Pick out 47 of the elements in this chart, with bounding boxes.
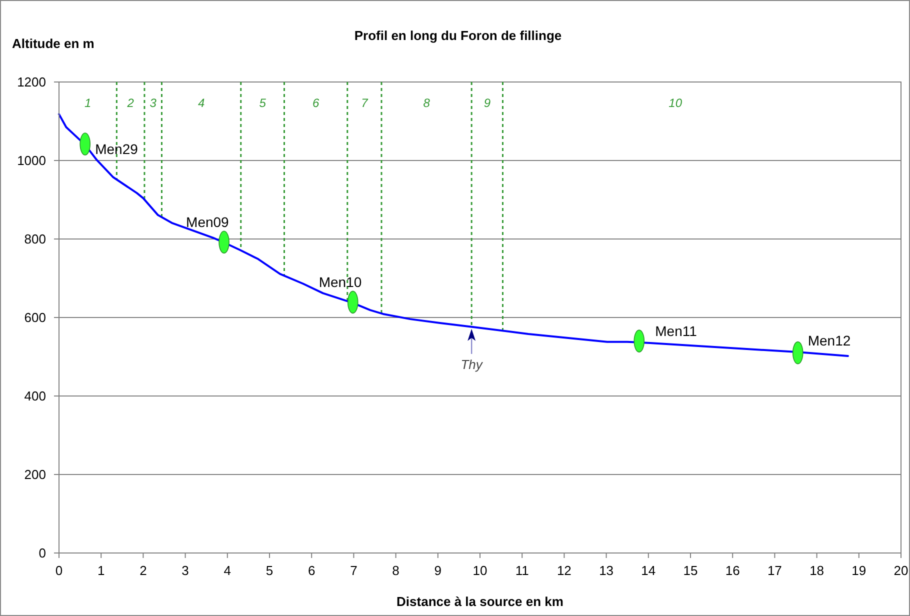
y-tick-label: 800 <box>24 232 46 247</box>
x-tick-label: 10 <box>472 563 488 578</box>
x-tick-label: 8 <box>392 563 400 578</box>
y-tick-label: 600 <box>24 310 46 326</box>
x-tick-label: 7 <box>350 563 358 578</box>
annotation: Men11 <box>655 322 698 339</box>
annotation: Men12 <box>808 332 851 349</box>
x-tick-label: 15 <box>683 563 698 578</box>
x-tick-label: 13 <box>599 563 614 578</box>
x-tick-label: 0 <box>55 563 63 578</box>
annotation: Men09 <box>186 214 230 230</box>
annotation: 9 <box>484 96 491 110</box>
annotation: 7 <box>361 96 370 110</box>
x-tick-label: 1 <box>97 563 105 578</box>
y-axis-title: Altitude en m <box>12 36 94 51</box>
x-tick-label: 20 <box>894 563 908 578</box>
annotation: 8 <box>423 96 430 110</box>
x-tick-label: 12 <box>556 563 572 578</box>
annotation: Thy <box>460 356 484 372</box>
annotation: 6 <box>312 96 320 110</box>
x-tick-label: 16 <box>725 563 740 578</box>
y-tick-label: 0 <box>38 546 46 561</box>
x-tick-label: 6 <box>308 563 316 578</box>
annotation: 1 <box>84 96 92 110</box>
annotation: 5 <box>259 96 266 110</box>
annotation: 3 <box>150 96 157 110</box>
annotation: 2 <box>126 96 134 110</box>
x-tick-label: 9 <box>434 563 442 578</box>
x-axis-title: Distance à la source en km <box>396 594 564 609</box>
x-tick-label: 11 <box>515 563 529 578</box>
annotation: 4 <box>198 96 205 110</box>
x-tick-label: 4 <box>224 563 232 578</box>
y-tick-label: 1000 <box>17 153 46 168</box>
x-tick-label: 17 <box>767 563 782 578</box>
x-tick-label: 18 <box>810 563 824 578</box>
chart-title: Profil en long du Foron de fillinge <box>354 28 562 43</box>
x-tick-label: 19 <box>852 563 866 578</box>
x-tick-label: 14 <box>641 563 656 578</box>
annotation: 10 <box>668 96 682 110</box>
x-tick-label: 5 <box>266 563 274 578</box>
x-tick-label: 2 <box>140 563 147 578</box>
annotation: Men10 <box>318 274 362 290</box>
y-tick-label: 400 <box>24 388 46 404</box>
x-tick-label: 3 <box>182 563 189 578</box>
annotation: Men29 <box>95 140 138 157</box>
y-tick-label: 200 <box>24 467 46 482</box>
y-tick-label: 1200 <box>17 74 46 90</box>
